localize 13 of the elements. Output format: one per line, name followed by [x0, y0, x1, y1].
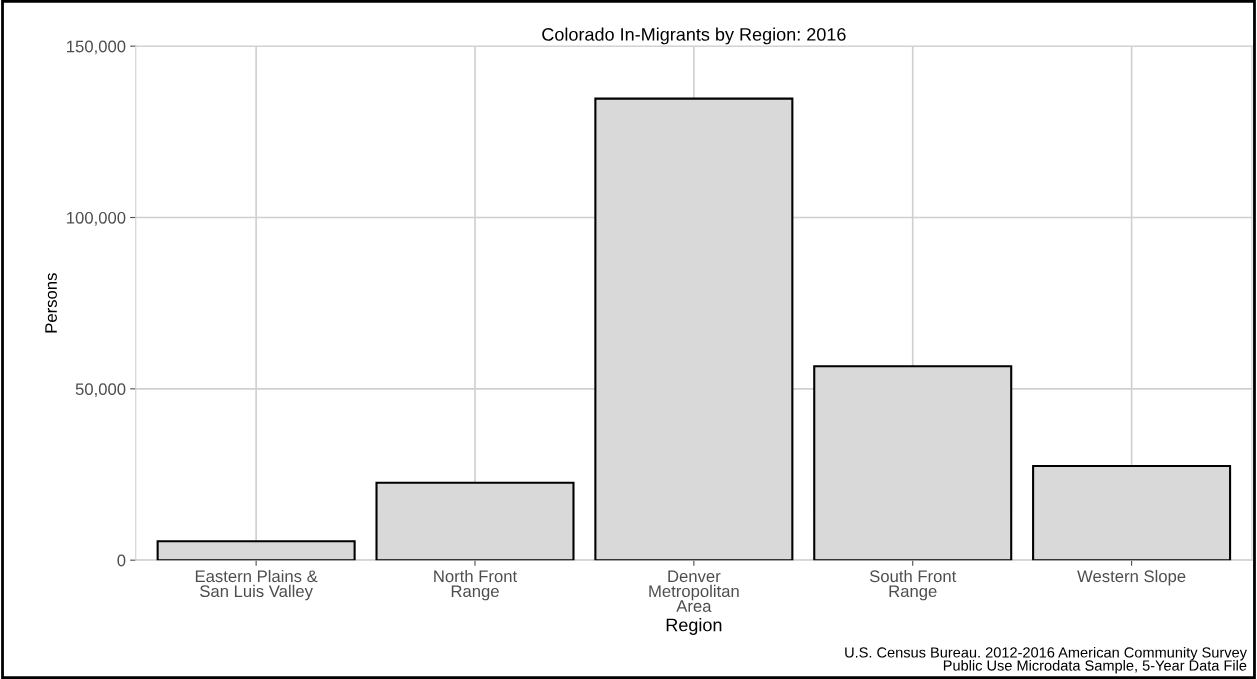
x-tick-label: Western Slope: [1077, 569, 1186, 586]
y-tick-label: 100,000: [67, 211, 126, 226]
x-tick-label: Eastern Plains & San Luis Valley: [195, 569, 318, 601]
x-tick-label: Denver Metropolitan Area: [649, 570, 739, 612]
y-tick-label: 150,000: [67, 40, 126, 55]
chart-title: Colorado In-Migrants by Region: 2016: [542, 27, 846, 45]
text: U.S. Census Bureau. 2012-2016 American Community Survey Public Use Microdata Sample, 5-Year Data File: [845, 646, 1247, 674]
x-tick-label: North Front Range: [434, 569, 518, 601]
x-axis-title: Region: [666, 618, 722, 635]
y-axis-title: Persons: [45, 273, 57, 333]
y-tick-label: 50,000: [75, 383, 126, 398]
y-tick-label: 0: [117, 554, 126, 567]
x-tick-label: South Front Range: [869, 569, 957, 601]
